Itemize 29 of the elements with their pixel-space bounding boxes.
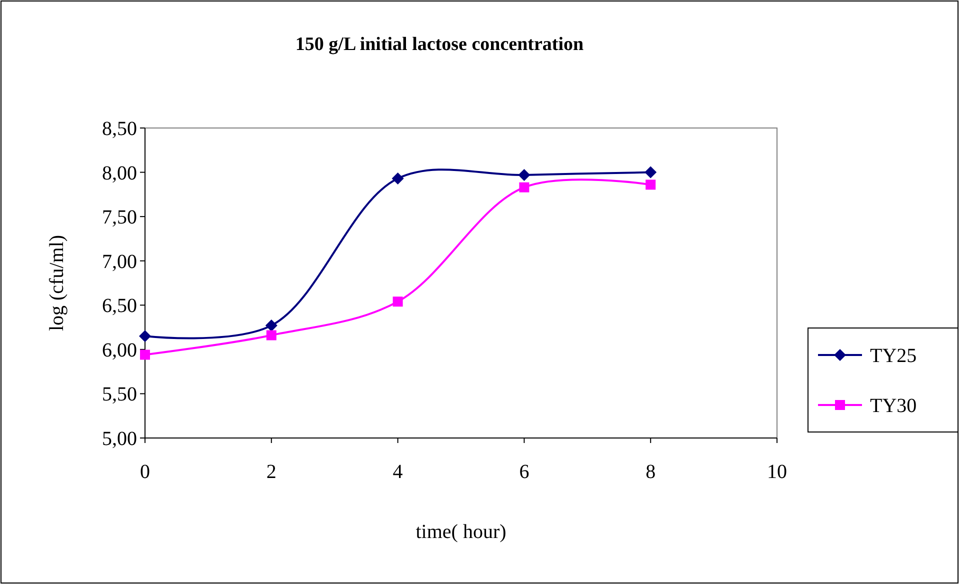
y-tick-label: 6,50	[102, 295, 137, 318]
y-tick-label: 5,00	[102, 428, 137, 450]
point	[519, 182, 530, 192]
point	[646, 180, 656, 190]
point	[139, 330, 151, 342]
legend-label: TY30	[870, 395, 917, 417]
x-tick-label: 6	[519, 461, 530, 483]
x-tick-label: 2	[266, 461, 276, 483]
y-tick-label: 8,50	[102, 118, 137, 140]
point	[266, 330, 276, 340]
point	[265, 320, 278, 332]
legend-label: TY25	[870, 345, 917, 367]
point	[644, 166, 657, 178]
y-tick-label: 7,00	[102, 250, 137, 273]
y-tick-label: 5,50	[102, 384, 137, 406]
point	[140, 350, 150, 360]
chart-title: 150 g/L initial lactose concentration	[295, 34, 584, 55]
x-tick-label: 0	[140, 461, 150, 483]
point	[518, 168, 530, 181]
y-tick-label: 7,50	[102, 206, 137, 229]
x-tick-label: 10	[767, 461, 787, 483]
x-tick-label: 8	[646, 461, 656, 483]
y-tick-label: 6,00	[102, 339, 137, 362]
x-axis-title: time( hour)	[416, 521, 506, 543]
point	[392, 172, 404, 184]
y-tick-label: 8,00	[102, 162, 137, 184]
point	[392, 296, 403, 307]
x-tick-label: 4	[392, 461, 403, 483]
y-axis-title: log (cfu/ml)	[46, 234, 68, 332]
